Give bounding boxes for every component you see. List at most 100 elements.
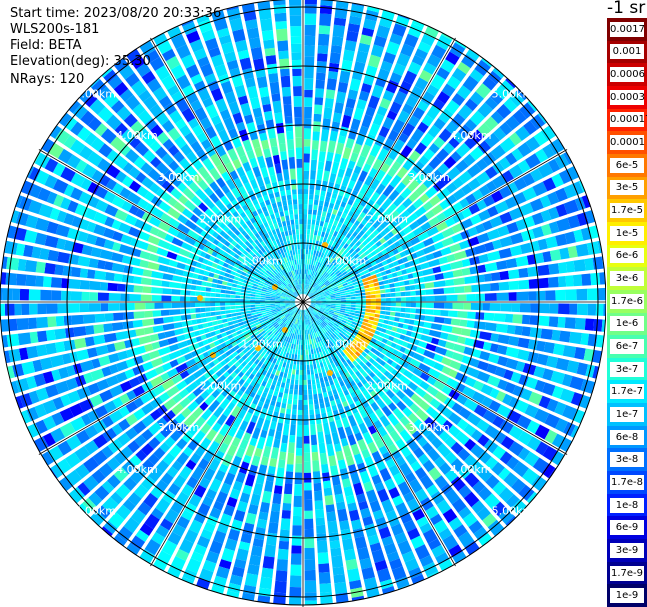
heatmap-cell xyxy=(118,244,133,255)
heatmap-cell xyxy=(441,324,453,333)
heatmap-cell xyxy=(270,447,279,460)
heatmap-cell xyxy=(289,327,293,333)
heatmap-cell xyxy=(237,371,244,378)
heatmap-cell xyxy=(359,34,373,46)
heatmap-cell xyxy=(267,188,274,195)
heatmap-cell xyxy=(386,340,393,346)
heatmap-cell xyxy=(313,348,317,354)
heatmap-cell xyxy=(130,509,146,524)
heatmap-cell xyxy=(90,368,105,381)
heatmap-cell xyxy=(386,258,393,264)
heatmap-cell xyxy=(449,243,462,253)
heatmap-cell xyxy=(438,430,450,442)
heatmap-cell xyxy=(505,152,518,166)
heatmap-cell xyxy=(445,182,458,194)
heatmap-cell xyxy=(123,477,138,491)
heatmap-cell xyxy=(354,536,367,550)
heatmap-cell xyxy=(144,191,155,202)
heatmap-cell xyxy=(294,259,297,265)
heatmap-cell xyxy=(290,298,296,301)
heatmap-cell xyxy=(369,225,376,233)
heatmap-cell xyxy=(14,303,22,316)
heatmap-cell xyxy=(563,184,577,199)
heatmap-cell xyxy=(313,322,317,327)
heatmap-cell xyxy=(342,49,355,62)
heatmap-cell xyxy=(307,274,311,280)
heatmap-cell xyxy=(540,126,556,142)
heatmap-cell xyxy=(147,261,160,271)
heatmap-cell xyxy=(217,355,224,362)
heatmap-cell xyxy=(414,142,427,155)
heatmap-cell xyxy=(106,343,116,353)
heatmap-cell xyxy=(208,440,220,454)
heatmap-cell xyxy=(317,325,321,331)
heatmap-cell xyxy=(210,288,216,293)
heatmap-cell xyxy=(432,250,443,259)
heatmap-cell xyxy=(283,104,293,117)
heatmap-cell xyxy=(171,33,187,50)
heatmap-cell xyxy=(410,266,417,273)
heatmap-cell xyxy=(125,427,138,440)
heatmap-cell xyxy=(233,335,240,341)
heatmap-cell xyxy=(298,279,301,285)
heatmap-cell xyxy=(320,252,325,258)
heatmap-cell xyxy=(119,65,135,80)
heatmap-cell xyxy=(271,146,279,156)
heatmap-cell xyxy=(63,240,75,252)
heatmap-cell xyxy=(299,229,303,235)
heatmap-cell xyxy=(376,233,383,240)
heatmap-cell xyxy=(561,373,573,387)
heatmap-cell xyxy=(320,335,325,341)
heatmap-cell xyxy=(379,579,394,590)
heatmap-cell xyxy=(263,176,271,185)
heatmap-cell xyxy=(382,275,388,280)
heatmap-cell xyxy=(154,432,166,443)
heatmap-cell xyxy=(4,303,15,316)
heatmap-cell xyxy=(6,333,20,347)
heatmap-cell xyxy=(286,314,291,319)
heatmap-cell xyxy=(247,201,254,209)
heatmap-cell xyxy=(365,272,371,278)
heatmap-cell xyxy=(399,251,406,258)
heatmap-cell xyxy=(276,467,285,478)
heatmap-cell xyxy=(375,306,381,310)
heatmap-cell xyxy=(151,270,164,279)
heatmap-cell xyxy=(379,415,391,428)
heatmap-cell xyxy=(232,320,239,325)
heatmap-cell xyxy=(83,475,99,492)
heatmap-cell xyxy=(314,490,323,501)
heatmap-cell xyxy=(204,394,216,406)
heatmap-cell xyxy=(322,339,327,345)
heatmap-cell xyxy=(322,334,327,340)
heatmap-cell xyxy=(205,356,213,363)
heatmap-cell xyxy=(326,324,332,329)
heatmap-cell xyxy=(342,445,352,458)
heatmap-cell xyxy=(376,226,383,233)
heatmap-cell xyxy=(322,180,328,187)
heatmap-cell xyxy=(140,294,152,302)
heatmap-cell xyxy=(442,206,457,219)
heatmap-cell xyxy=(294,339,297,345)
heatmap-cell xyxy=(213,325,220,331)
heatmap-cell xyxy=(161,362,172,372)
heatmap-cell xyxy=(168,259,178,268)
heatmap-cell xyxy=(280,303,286,305)
heatmap-cell xyxy=(472,189,484,201)
heatmap-cell xyxy=(293,323,296,329)
heatmap-cell xyxy=(363,330,370,335)
heatmap-cell xyxy=(554,153,569,169)
heatmap-cell xyxy=(385,458,396,469)
heatmap-cell xyxy=(282,423,290,436)
heatmap-cell xyxy=(330,384,336,391)
heatmap-cell xyxy=(203,467,216,482)
heatmap-cell xyxy=(375,378,383,386)
heatmap-cell xyxy=(307,219,312,225)
heatmap-cell xyxy=(197,166,210,180)
heatmap-cell xyxy=(331,241,337,248)
heatmap-cell xyxy=(190,313,197,319)
heatmap-cell xyxy=(542,177,557,192)
heatmap-cell xyxy=(319,195,325,202)
heatmap-cell xyxy=(292,399,298,405)
heatmap-cell xyxy=(483,439,499,454)
heatmap-cell xyxy=(255,309,261,312)
